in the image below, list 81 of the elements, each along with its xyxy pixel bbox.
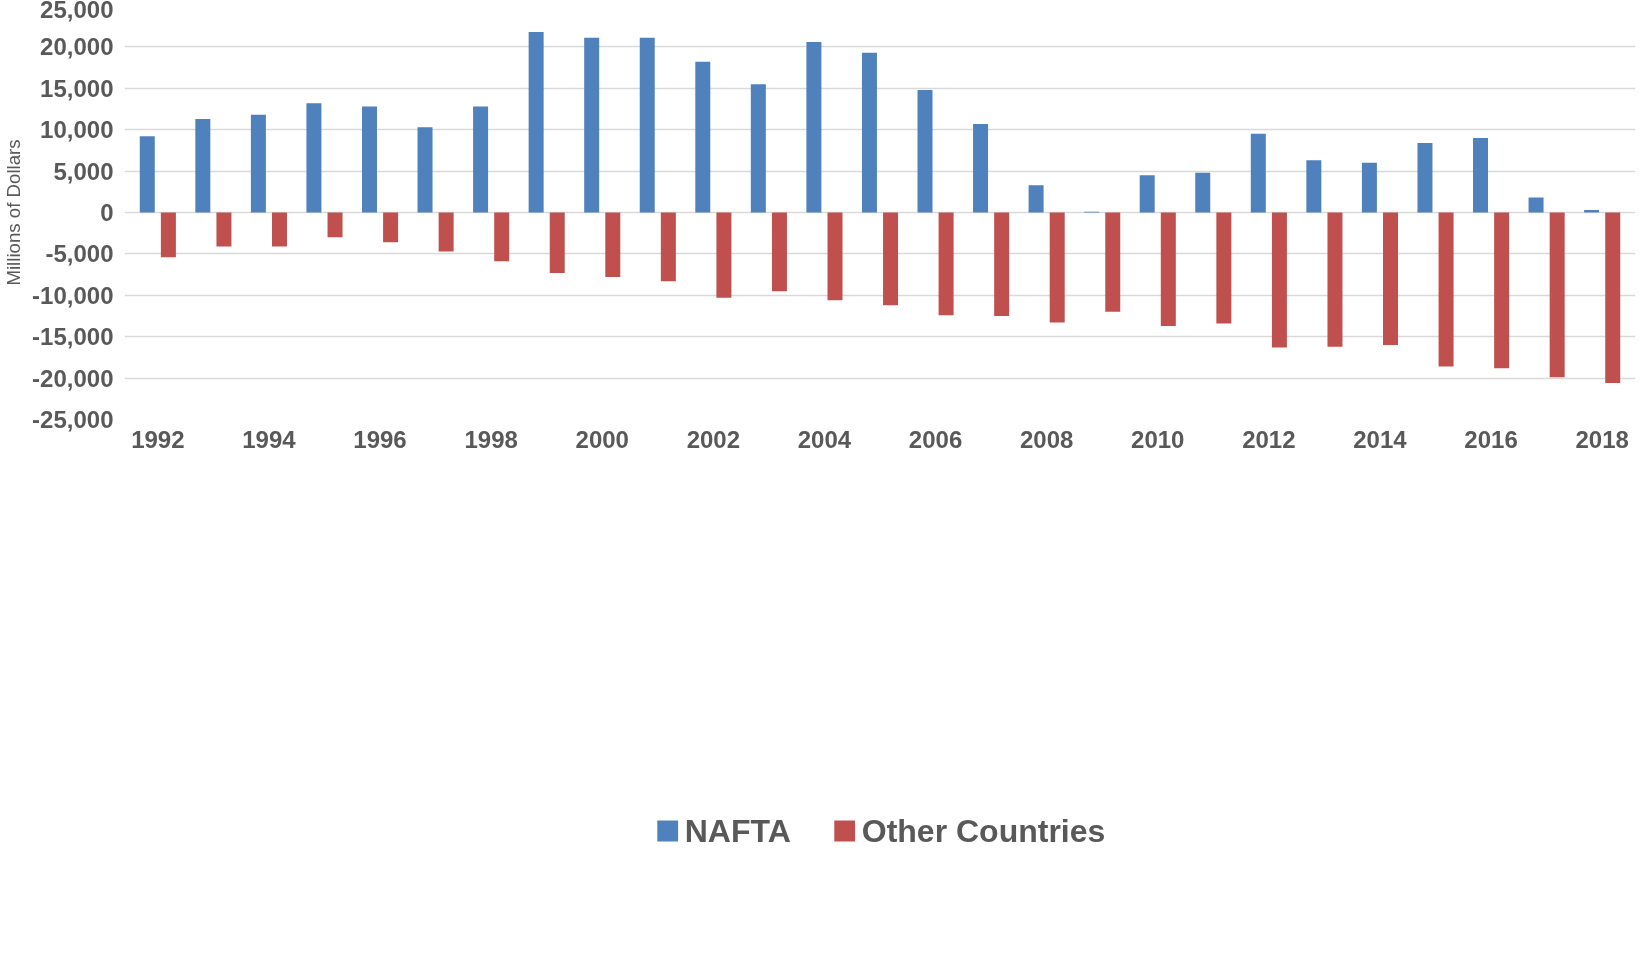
bar [160,212,176,258]
x-tick-label: 2016 [1464,425,1518,453]
bar [1528,197,1544,213]
x-tick-label: 1994 [242,425,297,453]
bar [1327,212,1343,347]
x-tick-label: 2008 [1019,425,1074,453]
bar [1584,210,1600,213]
bar [1494,212,1510,369]
y-tick-label: -15,000 [32,323,114,351]
x-tick-label: 1998 [464,425,518,453]
bar [1160,212,1176,326]
bar [139,136,155,213]
bar [1105,212,1121,312]
bar [716,212,732,298]
bar [1195,172,1211,213]
x-tick-label: 1996 [353,425,407,453]
bar [660,212,676,282]
bar [827,212,843,301]
bar [327,212,343,238]
bar [383,212,399,243]
y-tick-label: -20,000 [32,364,114,392]
bar [1028,185,1044,213]
bar [1473,137,1489,213]
bar [361,106,377,213]
bar [1250,133,1266,213]
y-tick-label: 10,000 [40,116,114,144]
y-tick-label: 25,000 [40,0,114,23]
bar [306,103,322,213]
bar [438,212,454,252]
y-tick-label: -10,000 [32,281,114,309]
bar [1605,212,1621,384]
bar [1271,212,1287,348]
bar [1306,160,1322,213]
bar [938,212,954,316]
y-tick-label: 5,000 [53,157,114,185]
bar [584,37,600,213]
bar [861,52,877,213]
bar [1139,175,1155,213]
bar [639,37,655,213]
bar [195,118,211,213]
x-tick-label: 2002 [686,425,741,453]
bar [1361,162,1377,213]
bar [473,106,489,213]
bar [494,212,510,262]
y-tick-label: 20,000 [40,33,114,61]
bar [973,123,989,213]
bar [883,212,899,306]
bar [806,41,822,213]
bar [750,84,766,213]
x-tick-label: 2004 [797,425,852,453]
bar [417,127,433,213]
bar [605,212,621,278]
bar [528,32,544,213]
x-tick-label: 2018 [1575,425,1629,453]
x-tick-label: 1992 [131,425,185,453]
x-tick-label: 2000 [575,425,629,453]
bar [271,212,287,247]
y-axis-title: Millions of Dollars [3,139,25,286]
bar [1383,212,1399,345]
bar [1438,212,1454,367]
bar [1417,142,1433,213]
legend-label: Other Countries [861,812,1106,850]
y-tick-label: 15,000 [40,74,114,102]
y-tick-label: 0 [100,199,114,226]
y-tick-label: -25,000 [32,406,114,433]
bar [994,212,1010,316]
bar [1216,212,1232,324]
bar [250,114,266,213]
x-tick-label: 2010 [1131,425,1185,453]
bar [216,212,232,247]
x-tick-label: 2012 [1242,425,1296,453]
legend-label: NAFTA [684,812,791,850]
bar [549,212,565,273]
bar [695,61,711,213]
x-tick-label: 2014 [1353,425,1408,453]
x-tick-label: 2006 [908,425,963,453]
y-tick-label: -5,000 [45,240,114,268]
bar [771,212,787,292]
bar [1549,212,1565,378]
bar [1049,212,1065,323]
bar [917,89,933,213]
